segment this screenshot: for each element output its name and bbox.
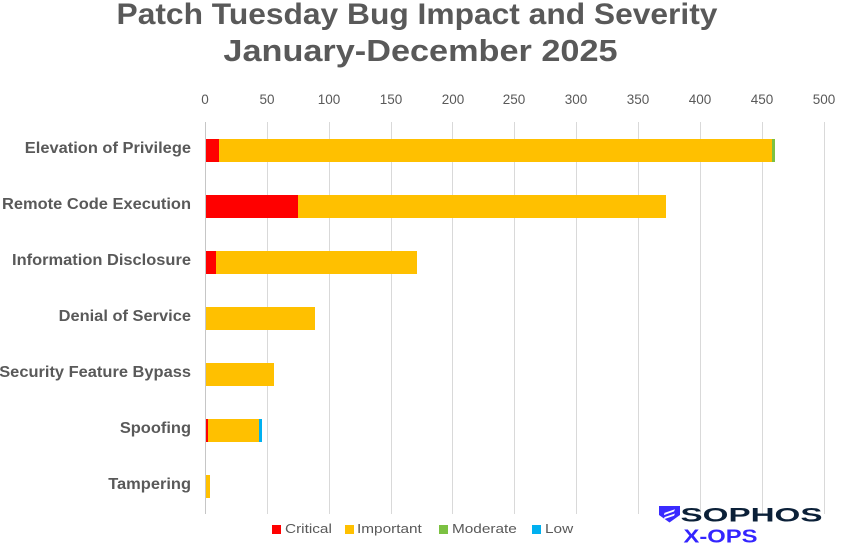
svg-text:SOPHOS: SOPHOS xyxy=(681,505,823,526)
svg-text:X-OPS: X-OPS xyxy=(684,525,758,545)
